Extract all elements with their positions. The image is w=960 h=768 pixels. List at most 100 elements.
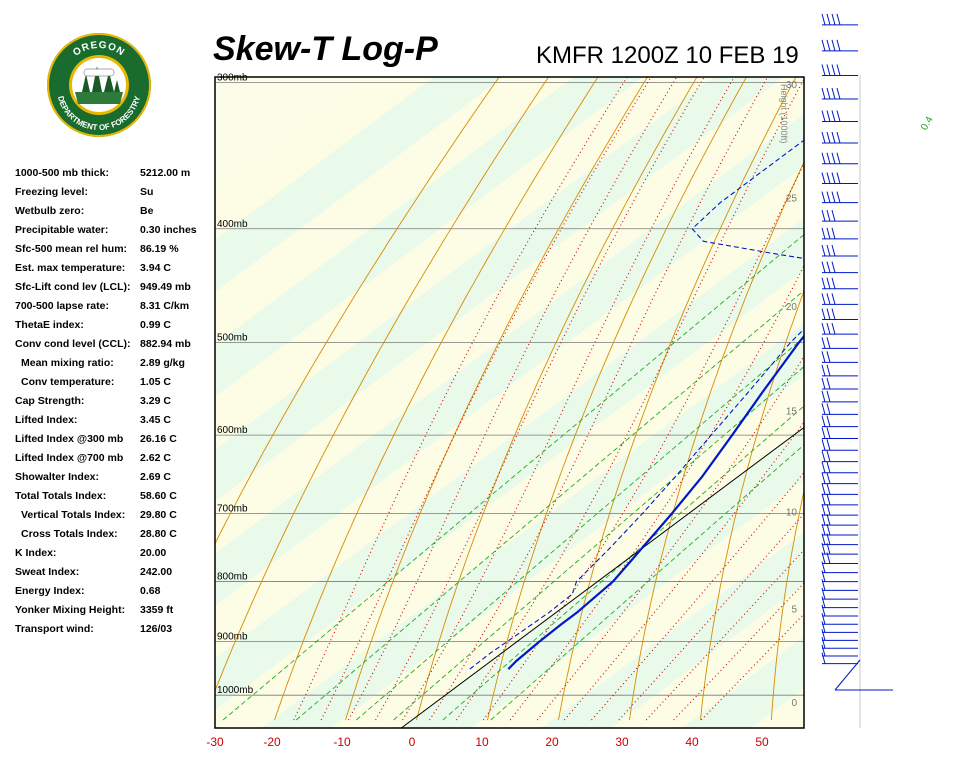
stat-label: Yonker Mixing Height: xyxy=(15,604,126,616)
stat-value: 3359 ft xyxy=(140,604,174,616)
wind-barb-feather xyxy=(821,493,826,505)
stat-label: 700-500 lapse rate: xyxy=(15,300,109,312)
wind-barb-feather xyxy=(831,293,836,305)
wind-barb-feather xyxy=(826,472,831,484)
pressure-tick-label: 300mb xyxy=(217,72,248,83)
stat-value: 126/03 xyxy=(140,623,173,635)
stat-value: 86.19 % xyxy=(140,243,179,255)
isotherm-band xyxy=(215,77,714,450)
dry-adiabat xyxy=(913,0,960,720)
wind-barb-feather xyxy=(826,87,831,100)
wind-barb-feather xyxy=(831,131,836,144)
stat-value: Be xyxy=(140,205,154,217)
wind-barb-feather xyxy=(826,493,831,505)
wind-barb-feather xyxy=(826,293,831,305)
height-tick-label: 25 xyxy=(786,193,798,204)
pressure-tick-label: 600mb xyxy=(217,425,248,436)
wind-barb-feather xyxy=(826,39,831,51)
wind-barb-feather xyxy=(821,323,826,335)
height-tick-label: 30 xyxy=(786,80,798,91)
temperature-tick-label: 30 xyxy=(615,735,629,749)
wind-barb xyxy=(821,493,858,506)
temperature-tick-label: -30 xyxy=(206,735,224,749)
wind-barb xyxy=(821,293,858,305)
isotherm-band xyxy=(751,688,804,728)
dry-adiabat xyxy=(629,161,804,721)
wind-barb-feather xyxy=(836,172,841,184)
wind-barb xyxy=(821,503,858,516)
wind-barb xyxy=(821,644,858,657)
wind-barb-feather xyxy=(821,87,826,100)
wind-barb-feather xyxy=(821,523,826,536)
wind-barb xyxy=(821,533,858,546)
wind-barb xyxy=(821,604,858,617)
stat-value: 882.94 mb xyxy=(140,338,191,350)
dry-adiabat xyxy=(274,77,599,721)
stat-label: 1000-500 mb thick: xyxy=(15,167,109,179)
wind-barb xyxy=(821,244,858,257)
wind-barb-feather xyxy=(821,513,826,526)
stat-label: Lifted Index @300 mb xyxy=(15,433,124,445)
wind-barb-feather xyxy=(831,261,836,273)
moist-adiabat xyxy=(673,582,804,721)
wind-barb-feather xyxy=(821,629,826,641)
wind-barb-feather xyxy=(836,13,841,26)
isotherm-band xyxy=(215,77,804,554)
isotherm-band xyxy=(681,636,804,728)
wind-barb-feather xyxy=(821,596,826,608)
stat-value: 0.99 C xyxy=(140,319,171,331)
wind-barb xyxy=(821,337,858,349)
wind-barb-feather xyxy=(826,390,831,402)
wind-barb-feather xyxy=(826,351,831,363)
pressure-tick-label: 400mb xyxy=(217,219,248,230)
moist-adiabat xyxy=(536,355,804,721)
wind-barb-feather xyxy=(826,64,831,76)
temperature-tick-label: -20 xyxy=(263,735,281,749)
stat-label: Sfc-Lift cond lev (LCL): xyxy=(15,281,131,293)
wind-barb-feather xyxy=(826,13,831,26)
stat-value: 2.69 C xyxy=(140,471,171,483)
wind-barb-feather xyxy=(821,604,826,617)
stat-label: Transport wind: xyxy=(15,623,94,635)
wind-barb xyxy=(821,472,858,485)
wind-barb xyxy=(821,364,858,377)
wind-barb-feather xyxy=(821,261,826,273)
temperature-tick-label: -10 xyxy=(333,735,351,749)
stat-label: Energy Index: xyxy=(15,585,85,597)
stat-value: 28.80 C xyxy=(140,528,177,540)
wind-barb-feather xyxy=(831,152,836,164)
temperature-tick-label: 40 xyxy=(685,735,699,749)
wind-barb-feather xyxy=(826,533,831,545)
isotherm-band xyxy=(215,218,804,711)
plot-area xyxy=(215,0,960,728)
wind-barb-feather xyxy=(836,39,841,51)
wind-barb-feather xyxy=(826,308,831,320)
wind-barb-feather xyxy=(831,13,836,26)
height-tick-label: 15 xyxy=(786,407,798,418)
wind-barb-feather xyxy=(826,131,831,144)
stat-label: Total Totals Index: xyxy=(15,490,107,502)
stat-label: Cross Totals Index: xyxy=(21,528,118,540)
mixing-ratio-line xyxy=(356,336,804,721)
dry-adiabat xyxy=(558,77,797,721)
wind-barb-feather xyxy=(821,244,826,257)
stat-value: 58.60 C xyxy=(140,490,177,502)
wind-barb-feather xyxy=(821,613,826,625)
wind-barb xyxy=(821,652,858,665)
wind-barb-feather xyxy=(826,523,831,536)
wind-barb xyxy=(821,377,858,390)
stat-value: 2.62 C xyxy=(140,452,171,464)
wind-barb xyxy=(821,191,858,204)
wind-barb xyxy=(821,13,858,26)
zero-isotherm xyxy=(400,426,804,728)
wind-barb-feather xyxy=(826,415,831,427)
wind-barb-feather xyxy=(826,261,831,273)
isotherm-band xyxy=(541,531,804,728)
stat-label: Conv cond level (CCL): xyxy=(15,338,131,350)
wind-barb xyxy=(821,587,858,600)
wind-barb-feather xyxy=(826,377,831,390)
wind-barb-feather xyxy=(826,513,831,526)
height-tick-label: 0 xyxy=(791,698,797,709)
isotherm-band xyxy=(471,479,804,728)
stat-label: Freezing level: xyxy=(15,186,88,198)
